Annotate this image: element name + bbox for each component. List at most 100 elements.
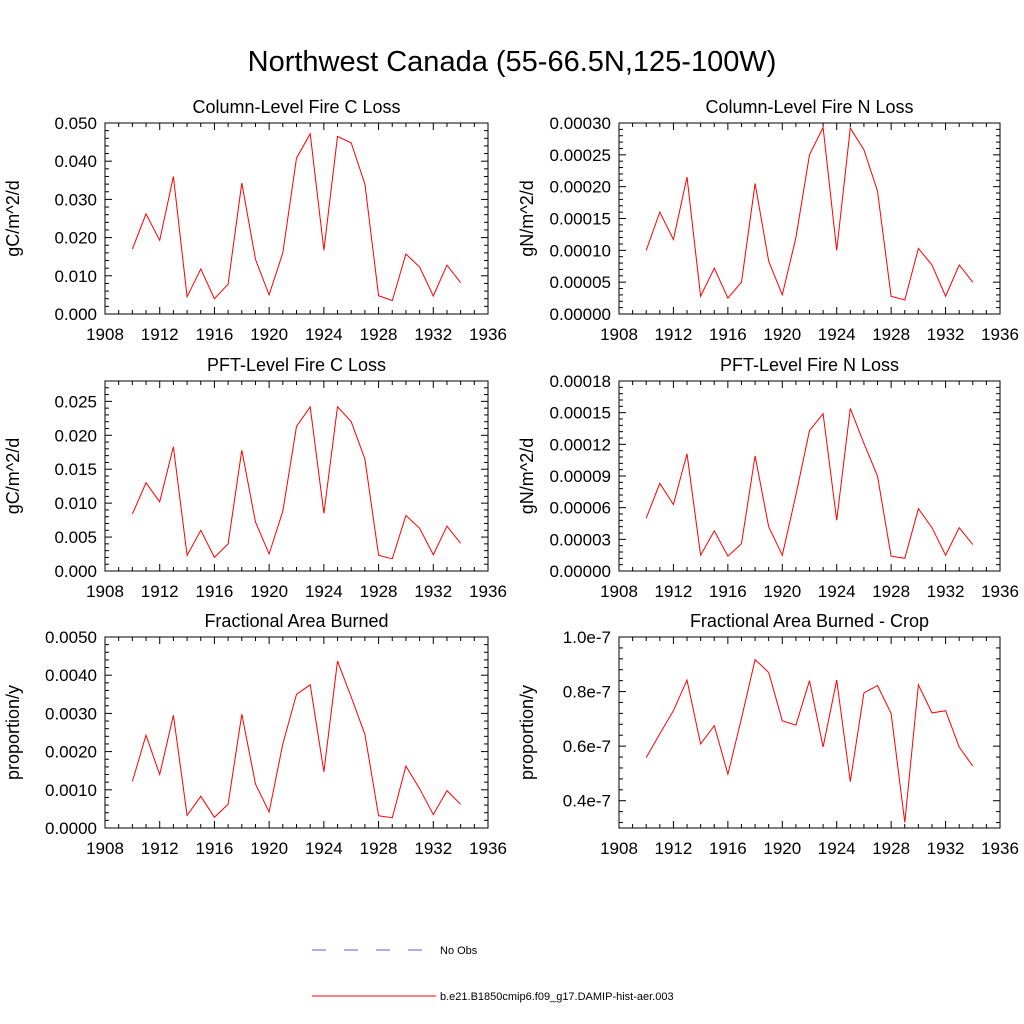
legend-label: b.e21.B1850cmip6.f09_g17.DAMIP-hist-aer.… <box>440 991 674 1003</box>
y-tick-label: 0.020 <box>54 229 97 248</box>
panel-title: PFT-Level Fire N Loss <box>720 355 899 375</box>
y-tick-label: 0.00006 <box>550 499 611 518</box>
plot-frame <box>104 636 489 829</box>
x-tick-label: 1928 <box>360 582 398 601</box>
x-tick-label: 1936 <box>469 839 507 858</box>
x-tick-label: 1920 <box>250 839 288 858</box>
chart-panel-4: PFT-Level Fire N Loss gN/m^2/d 1908 1912 191… <box>517 355 1019 601</box>
x-tick-label: 1932 <box>414 839 452 858</box>
y-tick-label: 0.0050 <box>45 628 97 647</box>
y-tick-label: 0.6e-7 <box>563 737 611 756</box>
y-tick-label: 0.0000 <box>45 819 97 838</box>
panel-title: Fractional Area Burned <box>204 611 388 631</box>
y-tick-label: 0.4e-7 <box>563 792 611 811</box>
x-tick-label: 1932 <box>927 582 965 601</box>
y-tick-label: 0.00009 <box>550 467 611 486</box>
panel-title: Column-Level Fire C Loss <box>192 97 400 117</box>
x-tick-label: 1936 <box>981 839 1019 858</box>
x-tick-label: 1908 <box>600 839 638 858</box>
y-tick-label: 0.015 <box>54 460 97 479</box>
x-tick-label: 1916 <box>709 582 747 601</box>
chart-panel-3: PFT-Level Fire C Loss gC/m^2/d 1908 1912 191… <box>3 355 507 601</box>
x-tick-label: 1924 <box>305 582 343 601</box>
y-tick-label: 0.0020 <box>45 743 97 762</box>
y-tick-label: 0.040 <box>54 152 97 171</box>
x-tick-label: 1928 <box>872 839 910 858</box>
panel-title: Fractional Area Burned - Crop <box>690 611 929 631</box>
x-tick-label: 1912 <box>655 582 693 601</box>
series-line <box>645 658 974 823</box>
plot-frame <box>618 636 1001 829</box>
y-axis-label: proportion/y <box>3 685 23 780</box>
y-tick-label: 0.00015 <box>550 404 611 423</box>
y-tick-label: 0.00015 <box>550 210 611 229</box>
x-tick-label: 1932 <box>927 325 965 344</box>
y-axis-label: gC/m^2/d <box>3 180 23 256</box>
y-tick-label: 0.010 <box>54 267 97 286</box>
plot-frame <box>104 380 489 572</box>
x-tick-label: 1924 <box>818 582 856 601</box>
legend-label: No Obs <box>440 945 478 957</box>
y-axis-label: gC/m^2/d <box>3 438 23 514</box>
y-tick-label: 0.00030 <box>550 114 611 133</box>
y-tick-label: 0.00010 <box>550 241 611 260</box>
y-tick-label: 0.8e-7 <box>563 683 611 702</box>
y-tick-label: 0.000 <box>54 305 97 324</box>
x-tick-label: 1916 <box>709 325 747 344</box>
y-axis-label: proportion/y <box>517 685 537 780</box>
y-tick-label: 1.0e-7 <box>563 628 611 647</box>
plot-frame <box>104 122 489 315</box>
x-tick-label: 1920 <box>763 325 801 344</box>
x-tick-label: 1936 <box>469 325 507 344</box>
x-tick-label: 1916 <box>196 582 234 601</box>
series-line <box>645 408 974 559</box>
x-tick-label: 1920 <box>250 325 288 344</box>
x-tick-label: 1928 <box>360 839 398 858</box>
y-tick-label: 0.00000 <box>550 562 611 581</box>
y-tick-label: 0.00012 <box>550 435 611 454</box>
x-tick-label: 1916 <box>196 839 234 858</box>
x-tick-label: 1920 <box>763 839 801 858</box>
chart-panel-2: Column-Level Fire N Loss gN/m^2/d 1908 1912… <box>517 97 1019 344</box>
y-tick-label: 0.005 <box>54 528 97 547</box>
x-tick-label: 1936 <box>469 582 507 601</box>
y-axis-label: gN/m^2/d <box>517 180 537 256</box>
y-tick-label: 0.025 <box>54 392 97 411</box>
chart-panel-6: Fractional Area Burned - Crop proportion/… <box>517 611 1019 858</box>
y-tick-label: 0.00020 <box>550 178 611 197</box>
x-tick-label: 1920 <box>250 582 288 601</box>
x-tick-label: 1924 <box>305 325 343 344</box>
x-tick-label: 1928 <box>872 325 910 344</box>
x-tick-label: 1916 <box>709 839 747 858</box>
panel-title: Column-Level Fire N Loss <box>705 97 913 117</box>
y-tick-label: 0.00005 <box>550 273 611 292</box>
x-tick-label: 1924 <box>818 325 856 344</box>
y-tick-label: 0.020 <box>54 426 97 445</box>
x-tick-label: 1916 <box>196 325 234 344</box>
y-tick-label: 0.010 <box>54 494 97 513</box>
series-line <box>645 125 974 301</box>
x-tick-label: 1932 <box>414 325 452 344</box>
x-tick-label: 1912 <box>655 839 693 858</box>
x-tick-label: 1920 <box>763 582 801 601</box>
y-tick-label: 0.0010 <box>45 781 97 800</box>
y-tick-label: 0.0030 <box>45 704 97 723</box>
chart-panel-5: Fractional Area Burned proportion/y 1908 19… <box>3 611 507 858</box>
y-axis-label: gN/m^2/d <box>517 438 537 514</box>
plot-frame <box>618 122 1001 315</box>
y-tick-label: 0.000 <box>54 562 97 581</box>
y-tick-label: 0.00018 <box>550 372 611 391</box>
x-tick-label: 1936 <box>981 582 1019 601</box>
x-tick-label: 1912 <box>141 839 179 858</box>
y-tick-label: 0.030 <box>54 190 97 209</box>
series-line <box>131 660 461 819</box>
x-tick-label: 1908 <box>600 582 638 601</box>
series-line <box>131 405 461 560</box>
x-tick-label: 1928 <box>360 325 398 344</box>
x-tick-label: 1912 <box>141 582 179 601</box>
chart-panel-1: Column-Level Fire C Loss gC/m^2/d 1908 1912… <box>3 97 507 344</box>
x-tick-label: 1932 <box>927 839 965 858</box>
x-tick-label: 1908 <box>86 839 124 858</box>
series-line <box>131 132 461 302</box>
